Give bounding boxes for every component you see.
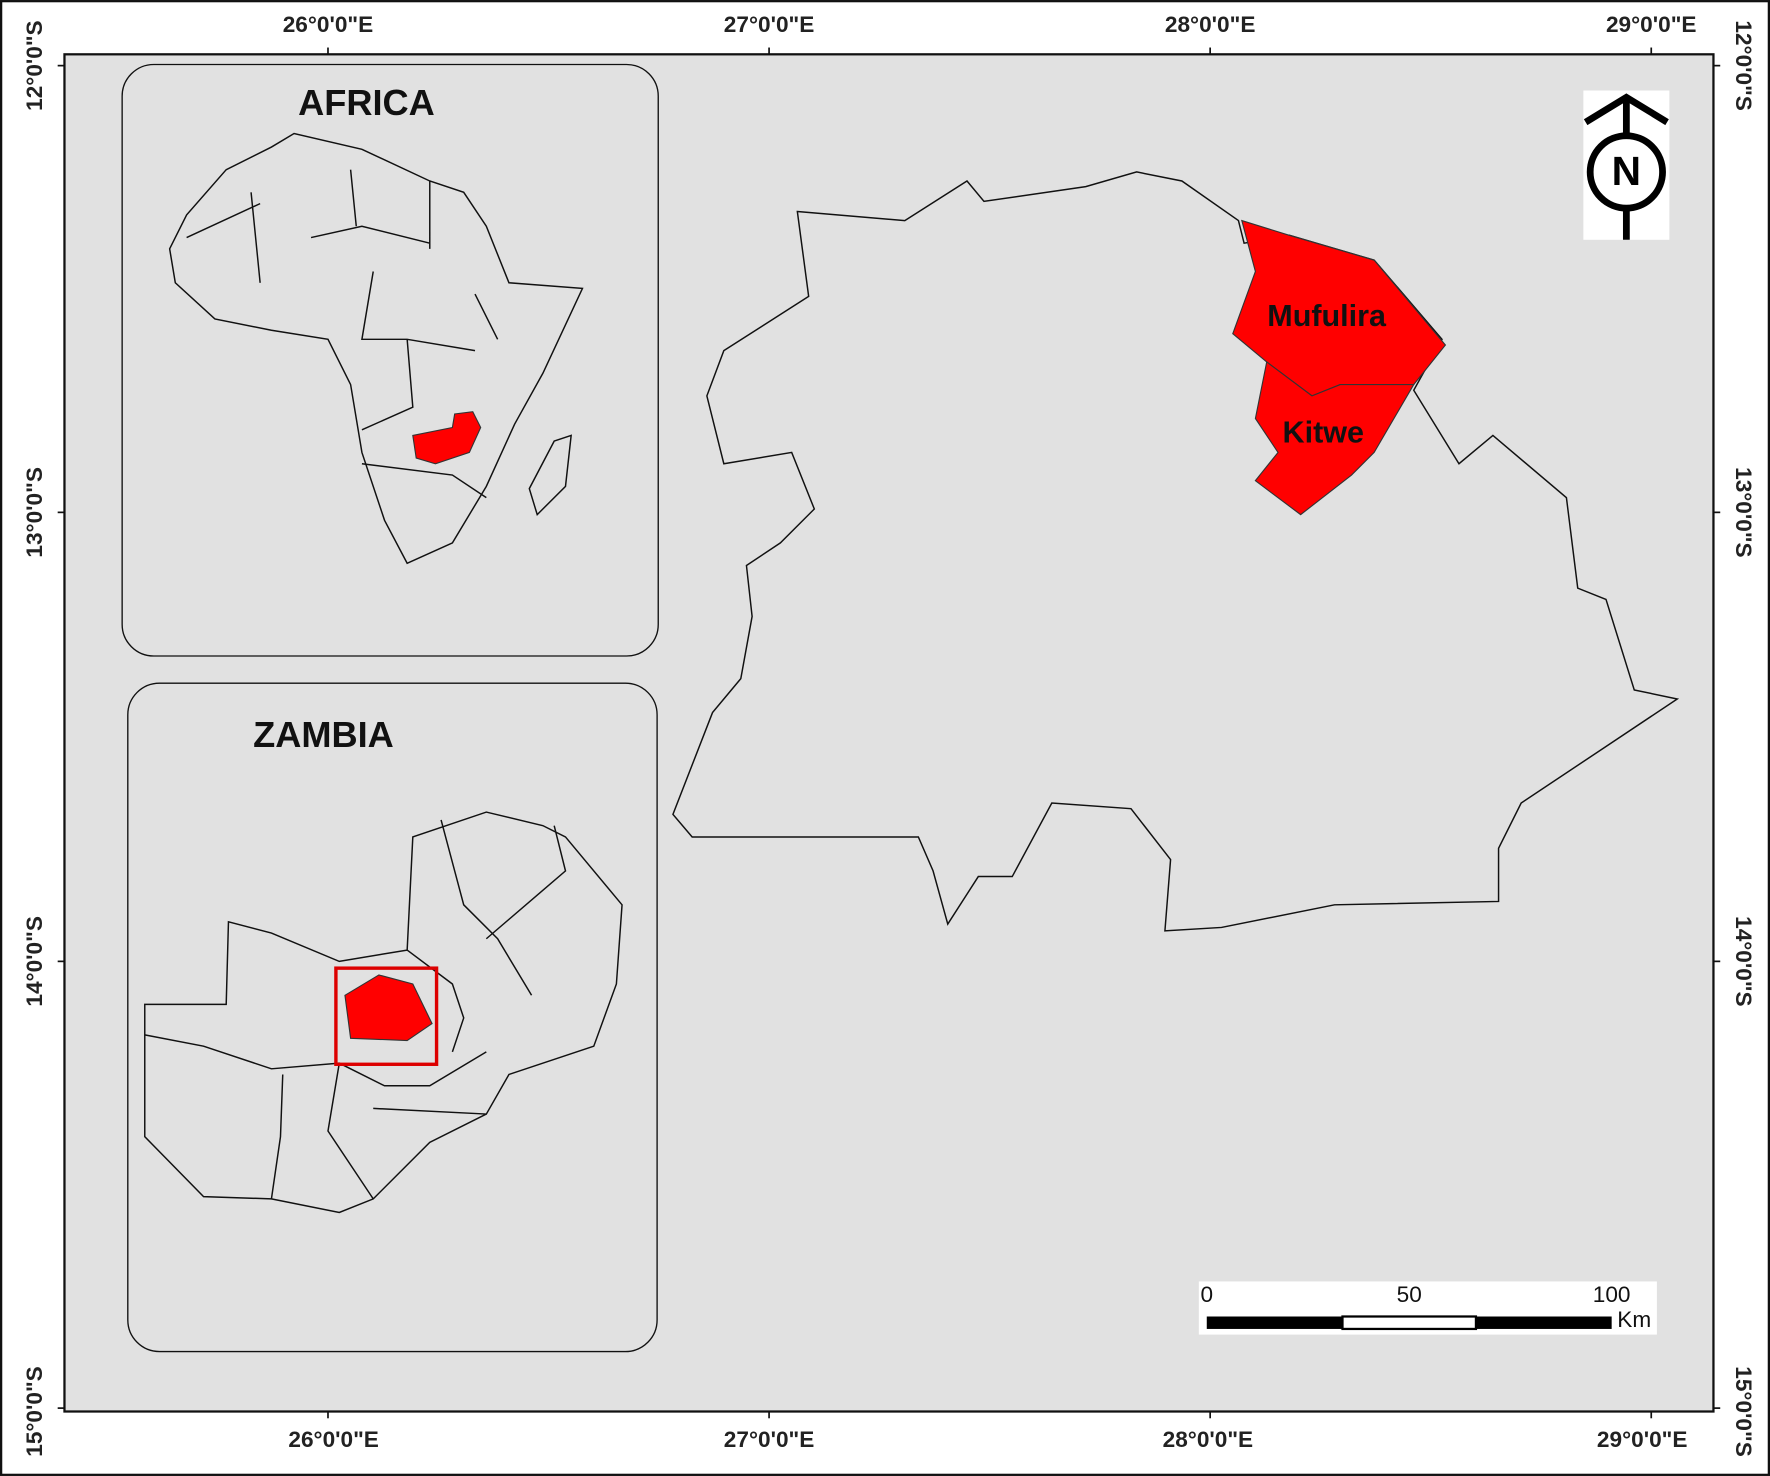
- africa-inset: [121, 63, 659, 657]
- study-area-highlight: [344, 974, 433, 1042]
- longitude-label: 26°0'0"E: [283, 12, 374, 37]
- scale-label: 100: [1593, 1282, 1631, 1307]
- district-label: Kitwe: [1283, 415, 1364, 449]
- zambia-highlight: [412, 411, 482, 465]
- africa-borders: [186, 169, 499, 499]
- longitude-label: 27°0'0"E: [724, 12, 815, 37]
- latitude-label: 15°0'0"S: [1731, 1366, 1756, 1457]
- scale-unit: Km: [1617, 1307, 1651, 1332]
- province-outline: [672, 171, 1680, 932]
- madagascar: [528, 434, 573, 517]
- longitude-label: 27°0'0"E: [724, 1427, 815, 1452]
- latitude-label: 15°0'0"S: [22, 1366, 47, 1457]
- latitude-label: 12°0'0"S: [1731, 20, 1756, 111]
- inset-title: AFRICA: [298, 82, 435, 123]
- longitude-label: 28°0'0"E: [1165, 12, 1256, 37]
- latitude-label: 14°0'0"S: [22, 916, 47, 1007]
- scale-bar: 0 50 100 Km: [1198, 1281, 1657, 1335]
- graticule-ticks: [57, 47, 1721, 1419]
- north-label: N: [1612, 148, 1641, 194]
- longitude-label: 26°0'0"E: [288, 1427, 379, 1452]
- latitude-label: 13°0'0"S: [1731, 467, 1756, 558]
- africa-outline: [168, 132, 584, 565]
- latitude-label: 13°0'0"S: [22, 467, 47, 558]
- scale-label: 0: [1200, 1282, 1213, 1307]
- north-arrow: N: [1583, 90, 1670, 240]
- zambia-outline: [144, 811, 623, 1214]
- longitude-label: 29°0'0"E: [1606, 12, 1697, 37]
- latitude-label: 12°0'0"S: [22, 20, 47, 111]
- longitude-label: 29°0'0"E: [1597, 1427, 1688, 1452]
- latitude-label: 14°0'0"S: [1731, 916, 1756, 1007]
- map-frame: [63, 53, 1715, 1413]
- scale-label: 50: [1397, 1282, 1422, 1307]
- longitude-label: 28°0'0"E: [1163, 1427, 1254, 1452]
- zambia-inset: [127, 682, 658, 1353]
- inset-title: ZAMBIA: [253, 714, 394, 755]
- district-label: Mufulira: [1267, 299, 1387, 333]
- district-area: [1254, 360, 1415, 516]
- extent-box: [334, 966, 439, 1066]
